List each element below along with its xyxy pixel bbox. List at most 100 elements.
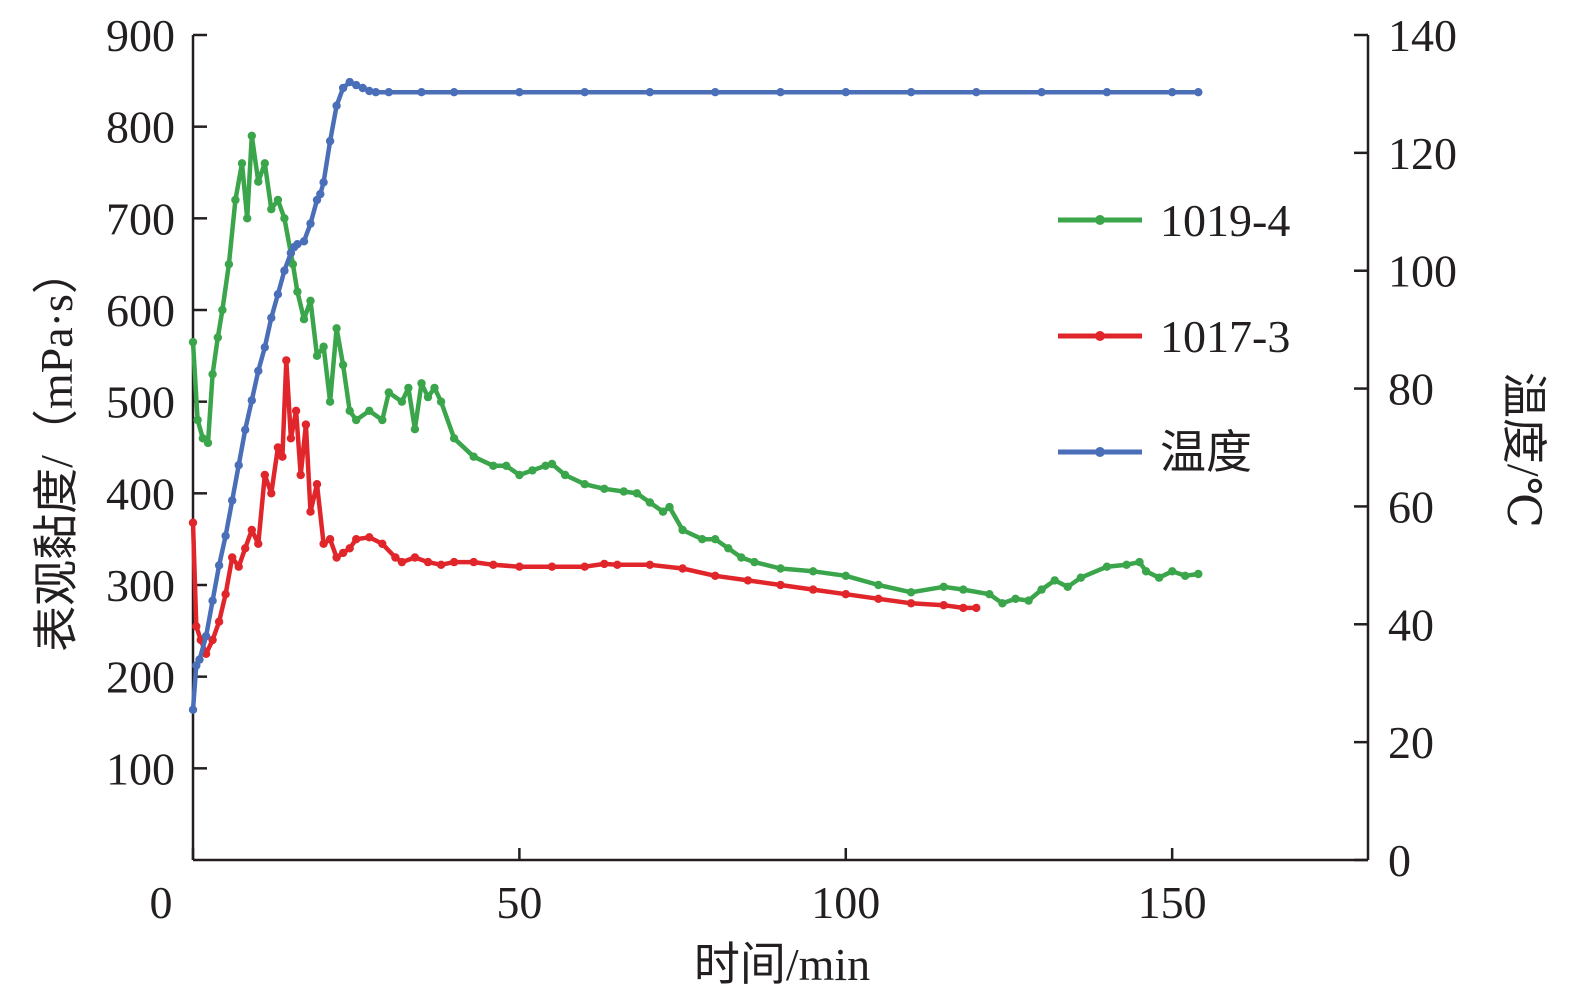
y-right-tick-label: 120 (1388, 128, 1457, 179)
data-point (280, 214, 289, 223)
data-point (1063, 582, 1072, 591)
data-point (528, 466, 537, 475)
data-point (1135, 557, 1144, 567)
data-point (939, 601, 948, 610)
data-point (218, 305, 227, 315)
legend-marker (1095, 331, 1105, 341)
data-point (358, 83, 367, 93)
data-point (278, 452, 287, 461)
data-point (288, 260, 298, 269)
data-point (423, 392, 433, 402)
data-point (192, 622, 201, 631)
data-point (711, 535, 720, 544)
data-point (193, 415, 202, 425)
data-point (959, 603, 968, 613)
series-line (190, 358, 977, 657)
data-point (841, 590, 850, 599)
data-point (338, 360, 348, 370)
data-point (254, 177, 263, 186)
data-point (841, 571, 850, 580)
data-point (267, 489, 276, 498)
data-point (254, 366, 263, 376)
data-point (449, 88, 459, 97)
series-line (190, 133, 1199, 606)
data-point (221, 590, 230, 599)
data-point (645, 498, 655, 507)
data-point (391, 553, 400, 562)
data-point (214, 561, 224, 570)
x-tick-label: 0 (150, 877, 173, 928)
data-point (352, 80, 361, 90)
data-point (384, 388, 393, 397)
data-point (282, 356, 291, 365)
legend-item: 1019-4 (1058, 195, 1290, 246)
data-point (345, 544, 354, 553)
series-line (190, 79, 1199, 710)
data-point (417, 88, 426, 97)
y-left-tick-label: 700 (106, 193, 175, 244)
data-point (273, 290, 283, 299)
data-point (293, 240, 302, 249)
data-point (213, 333, 222, 342)
data-point (365, 406, 374, 415)
data-point (776, 580, 785, 590)
data-point (325, 535, 335, 544)
data-point (260, 470, 269, 480)
data-point (273, 195, 283, 205)
data-point (808, 585, 818, 594)
data-point (319, 178, 328, 187)
data-point (319, 342, 328, 351)
y-right-tick-label: 40 (1388, 599, 1434, 650)
data-point (1050, 576, 1059, 585)
data-point (1194, 88, 1203, 97)
data-point (678, 564, 687, 573)
y-left-tick-label: 900 (106, 10, 175, 61)
data-point (365, 86, 374, 96)
data-point (195, 655, 204, 664)
data-point (352, 535, 361, 544)
data-point (325, 136, 335, 146)
data-point (338, 548, 348, 558)
data-point (208, 370, 217, 379)
data-point (515, 470, 524, 480)
data-point (645, 88, 655, 97)
data-point (247, 525, 256, 535)
legend-item: 1017-3 (1058, 311, 1290, 362)
data-point (293, 287, 302, 296)
data-point (489, 461, 498, 470)
data-point (234, 562, 243, 571)
data-point (234, 461, 243, 470)
x-tick-label: 50 (496, 877, 542, 928)
data-point (404, 383, 413, 393)
data-point (273, 443, 283, 452)
data-point (906, 88, 916, 97)
data-point (397, 557, 407, 567)
data-point (325, 397, 335, 406)
series-layer (188, 77, 1203, 714)
data-point (319, 539, 328, 548)
data-point (378, 539, 387, 548)
y-left-tick-label: 300 (106, 560, 175, 611)
data-point (352, 415, 361, 425)
data-point (243, 214, 252, 223)
data-point (214, 617, 224, 626)
data-point (580, 480, 589, 489)
data-point (345, 77, 354, 87)
y-right-tick-label: 20 (1388, 717, 1434, 768)
data-point (874, 580, 883, 590)
data-point (306, 296, 315, 305)
y-left-tick-label: 400 (106, 468, 175, 519)
data-point (776, 564, 785, 573)
data-point (959, 585, 968, 594)
data-point (430, 383, 439, 393)
data-point (469, 557, 478, 567)
data-point (286, 434, 296, 443)
data-point (397, 397, 407, 406)
data-point (436, 397, 446, 406)
data-point (645, 560, 655, 569)
axes: 0 50 100 150 100 200 300 400 500 600 700 800 900 0 20 4… (106, 10, 1457, 928)
data-point (580, 88, 589, 97)
data-point (711, 88, 720, 97)
data-point (208, 596, 217, 605)
data-point (906, 588, 916, 597)
